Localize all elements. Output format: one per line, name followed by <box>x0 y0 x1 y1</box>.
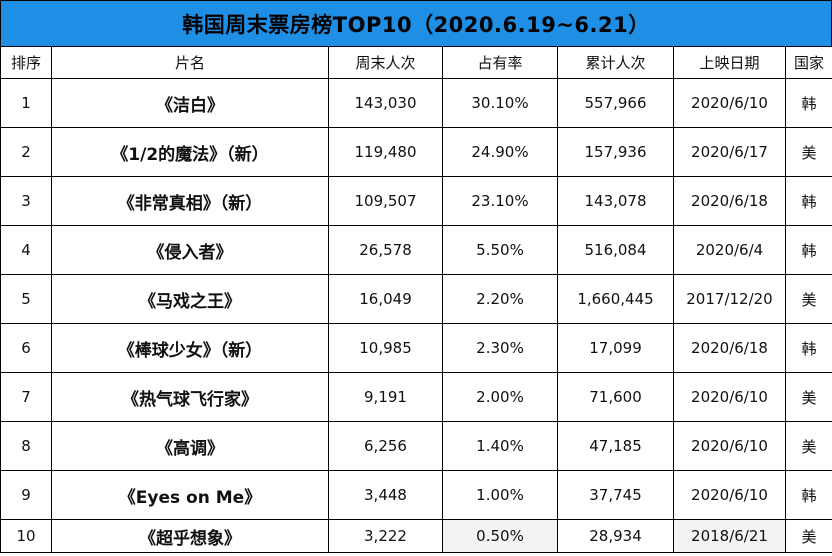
cell-release-date: 2018/6/21 <box>673 519 786 553</box>
cell-share: 1.00% <box>442 470 558 520</box>
header-weekend-admissions: 周末人次 <box>328 46 443 79</box>
cell-rank: 10 <box>0 519 52 553</box>
cell-weekend-admissions: 119,480 <box>328 127 443 177</box>
cell-country: 美 <box>785 274 832 324</box>
cell-rank: 9 <box>0 470 52 520</box>
table-row: 7 《热气球飞行家》 9,191 2.00% 71,600 2020/6/10 … <box>0 372 832 422</box>
box-office-table: 排序 片名 周末人次 占有率 累计人次 上映日期 国家 1 《洁白》 143,0… <box>0 46 832 553</box>
cell-country: 美 <box>785 372 832 422</box>
table-row: 6 《棒球少女》（新） 10,985 2.30% 17,099 2020/6/1… <box>0 323 832 373</box>
table-row: 1 《洁白》 143,030 30.10% 557,966 2020/6/10 … <box>0 78 832 128</box>
cell-weekend-admissions: 109,507 <box>328 176 443 226</box>
header-row: 排序 片名 周末人次 占有率 累计人次 上映日期 国家 <box>0 46 832 79</box>
cell-rank: 3 <box>0 176 52 226</box>
cell-country: 美 <box>785 127 832 177</box>
cell-release-date: 2020/6/10 <box>673 421 786 471</box>
cell-country: 美 <box>785 421 832 471</box>
cell-weekend-admissions: 143,030 <box>328 78 443 128</box>
table-row: 2 《1/2的魔法》（新） 119,480 24.90% 157,936 202… <box>0 127 832 177</box>
cell-title: 《超乎想象》 <box>51 519 329 553</box>
table-row: 9 《Eyes on Me》 3,448 1.00% 37,745 2020/6… <box>0 470 832 520</box>
cell-country: 韩 <box>785 323 832 373</box>
cell-cumulative-admissions: 143,078 <box>557 176 674 226</box>
table-row: 3 《非常真相》（新） 109,507 23.10% 143,078 2020/… <box>0 176 832 226</box>
cell-country: 韩 <box>785 225 832 275</box>
cell-rank: 4 <box>0 225 52 275</box>
cell-title: 《棒球少女》（新） <box>51 323 329 373</box>
cell-rank: 6 <box>0 323 52 373</box>
cell-share: 2.30% <box>442 323 558 373</box>
cell-cumulative-admissions: 47,185 <box>557 421 674 471</box>
table-row: 4 《侵入者》 26,578 5.50% 516,084 2020/6/4 韩 <box>0 225 832 275</box>
header-share: 占有率 <box>442 46 558 79</box>
table-row: 8 《高调》 6,256 1.40% 47,185 2020/6/10 美 <box>0 421 832 471</box>
cell-weekend-admissions: 9,191 <box>328 372 443 422</box>
table-row: 5 《马戏之王》 16,049 2.20% 1,660,445 2017/12/… <box>0 274 832 324</box>
cell-release-date: 2020/6/17 <box>673 127 786 177</box>
table-title: 韩国周末票房榜TOP10（2020.6.19~6.21） <box>0 0 832 46</box>
cell-weekend-admissions: 26,578 <box>328 225 443 275</box>
cell-country: 韩 <box>785 470 832 520</box>
cell-title: 《侵入者》 <box>51 225 329 275</box>
cell-cumulative-admissions: 157,936 <box>557 127 674 177</box>
cell-cumulative-admissions: 557,966 <box>557 78 674 128</box>
cell-cumulative-admissions: 71,600 <box>557 372 674 422</box>
cell-country: 韩 <box>785 78 832 128</box>
cell-release-date: 2020/6/4 <box>673 225 786 275</box>
header-title: 片名 <box>51 46 329 79</box>
cell-cumulative-admissions: 17,099 <box>557 323 674 373</box>
cell-title: 《热气球飞行家》 <box>51 372 329 422</box>
cell-release-date: 2020/6/10 <box>673 470 786 520</box>
cell-rank: 5 <box>0 274 52 324</box>
cell-cumulative-admissions: 28,934 <box>557 519 674 553</box>
cell-cumulative-admissions: 37,745 <box>557 470 674 520</box>
cell-title: 《Eyes on Me》 <box>51 470 329 520</box>
header-country: 国家 <box>785 46 832 79</box>
cell-share: 5.50% <box>442 225 558 275</box>
cell-rank: 8 <box>0 421 52 471</box>
header-cumulative-admissions: 累计人次 <box>557 46 674 79</box>
cell-title: 《马戏之王》 <box>51 274 329 324</box>
cell-share: 1.40% <box>442 421 558 471</box>
cell-title: 《高调》 <box>51 421 329 471</box>
cell-share: 30.10% <box>442 78 558 128</box>
cell-release-date: 2020/6/10 <box>673 372 786 422</box>
cell-country: 美 <box>785 519 832 553</box>
cell-share: 2.20% <box>442 274 558 324</box>
cell-share: 23.10% <box>442 176 558 226</box>
cell-weekend-admissions: 6,256 <box>328 421 443 471</box>
cell-country: 韩 <box>785 176 832 226</box>
header-rank: 排序 <box>0 46 52 79</box>
cell-release-date: 2020/6/18 <box>673 176 786 226</box>
cell-share: 0.50% <box>442 519 558 553</box>
cell-release-date: 2020/6/18 <box>673 323 786 373</box>
cell-title: 《1/2的魔法》（新） <box>51 127 329 177</box>
cell-release-date: 2017/12/20 <box>673 274 786 324</box>
cell-weekend-admissions: 3,222 <box>328 519 443 553</box>
cell-weekend-admissions: 3,448 <box>328 470 443 520</box>
cell-rank: 1 <box>0 78 52 128</box>
cell-share: 2.00% <box>442 372 558 422</box>
cell-rank: 7 <box>0 372 52 422</box>
cell-share: 24.90% <box>442 127 558 177</box>
table-row: 10 《超乎想象》 3,222 0.50% 28,934 2018/6/21 美 <box>0 519 832 553</box>
cell-weekend-admissions: 10,985 <box>328 323 443 373</box>
cell-title: 《非常真相》（新） <box>51 176 329 226</box>
cell-cumulative-admissions: 516,084 <box>557 225 674 275</box>
cell-release-date: 2020/6/10 <box>673 78 786 128</box>
cell-rank: 2 <box>0 127 52 177</box>
cell-weekend-admissions: 16,049 <box>328 274 443 324</box>
cell-title: 《洁白》 <box>51 78 329 128</box>
header-release-date: 上映日期 <box>673 46 786 79</box>
cell-cumulative-admissions: 1,660,445 <box>557 274 674 324</box>
